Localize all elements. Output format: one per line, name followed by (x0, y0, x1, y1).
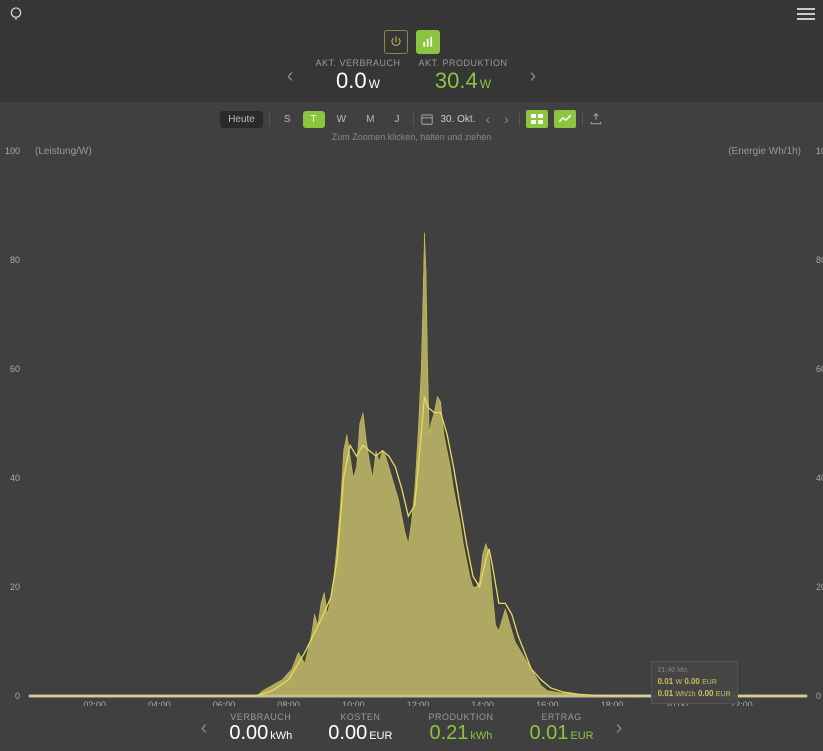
footer-stats: ‹ VERBRAUCH0.00kWh KOSTEN0.00EUR PRODUKTIO… (0, 706, 823, 751)
mode-row (0, 28, 823, 56)
date-next-button[interactable]: › (500, 111, 513, 127)
range-s-button[interactable]: S (276, 111, 299, 128)
svg-text:(Leistung/W): (Leistung/W) (35, 146, 92, 157)
chart-type-button[interactable] (554, 110, 576, 128)
svg-text:12:00: 12:00 (407, 700, 430, 706)
svg-text:02:00: 02:00 (83, 700, 106, 706)
logo-icon (8, 6, 24, 22)
range-t-button[interactable]: T (303, 111, 325, 128)
svg-text:80: 80 (816, 255, 823, 265)
stats-bar: ‹ AKT. VERBRAUCH 0.0W AKT. PRODUKTION 30… (0, 56, 823, 102)
svg-text:20:00: 20:00 (665, 700, 688, 706)
date-prev-button[interactable]: ‹ (481, 111, 494, 127)
power-icon (389, 35, 403, 49)
svg-text:0: 0 (15, 691, 20, 701)
svg-text:80: 80 (10, 255, 20, 265)
grid-icon (531, 114, 543, 124)
svg-text:40: 40 (10, 473, 20, 483)
chart-svg: 0 0 20 20 40 40 60 60 80 80 100 100 (Leistung/W) (Ene… (0, 146, 823, 706)
export-icon[interactable] (589, 112, 603, 126)
range-w-button[interactable]: W (329, 111, 354, 128)
power-mode-button[interactable] (384, 30, 408, 54)
separator (519, 112, 520, 126)
production-value: 30.4 (435, 68, 478, 93)
separator (413, 112, 414, 126)
svg-text:100: 100 (5, 146, 20, 156)
consumption-label: AKT. VERBRAUCH (315, 58, 400, 68)
chart-mode-button[interactable] (416, 30, 440, 54)
consumption-value: 0.0 (336, 68, 367, 93)
production-unit: W (480, 77, 491, 91)
svg-text:60: 60 (816, 364, 823, 374)
zoom-hint: Zum Zoomen klicken, halten und ziehen (0, 130, 823, 146)
production-stat: AKT. PRODUKTION 30.4W (419, 58, 508, 94)
menu-icon[interactable] (797, 5, 815, 23)
footer-ertrag: ERTRAG0.01EUR (529, 712, 593, 745)
svg-text:20: 20 (10, 582, 20, 592)
footer-next-button[interactable]: › (612, 717, 627, 740)
footer-prev-button[interactable]: ‹ (197, 717, 212, 740)
svg-text:06:00: 06:00 (213, 700, 236, 706)
date-label: 30. Okt. (440, 114, 475, 125)
svg-text:18:00: 18:00 (601, 700, 624, 706)
production-label: AKT. PRODUKTION (419, 58, 508, 68)
svg-text:10:00: 10:00 (342, 700, 365, 706)
svg-text:0: 0 (816, 691, 821, 701)
svg-text:60: 60 (10, 364, 20, 374)
svg-text:100: 100 (816, 146, 823, 156)
controls-bar: Heute STWMJ 30. Okt. ‹ › (0, 102, 823, 130)
separator (582, 112, 583, 126)
svg-text:(Energie Wh/1h): (Energie Wh/1h) (728, 146, 801, 157)
svg-text:20: 20 (816, 582, 823, 592)
range-buttons: STWMJ (276, 111, 408, 128)
footer-produktion: PRODUKTION0.21kWh (428, 712, 493, 745)
svg-text:16:00: 16:00 (536, 700, 559, 706)
svg-text:40: 40 (816, 473, 823, 483)
today-button[interactable]: Heute (220, 111, 263, 128)
svg-text:22:00: 22:00 (730, 700, 753, 706)
svg-text:08:00: 08:00 (277, 700, 300, 706)
top-bar (0, 0, 823, 28)
svg-text:14:00: 14:00 (471, 700, 494, 706)
svg-text:04:00: 04:00 (148, 700, 171, 706)
stats-next-button[interactable]: › (526, 65, 541, 88)
chart-icon (421, 35, 435, 49)
line-icon (559, 114, 571, 124)
stats-prev-button[interactable]: ‹ (283, 65, 298, 88)
layout-button[interactable] (526, 110, 548, 128)
range-j-button[interactable]: J (386, 111, 407, 128)
footer-verbrauch: VERBRAUCH0.00kWh (229, 712, 292, 745)
consumption-stat: AKT. VERBRAUCH 0.0W (315, 58, 400, 94)
footer-kosten: KOSTEN0.00EUR (328, 712, 392, 745)
consumption-unit: W (369, 77, 380, 91)
range-m-button[interactable]: M (358, 111, 382, 128)
separator (269, 112, 270, 126)
chart-area[interactable]: 0 0 20 20 40 40 60 60 80 80 100 100 (Leistung/W) (Ene… (0, 146, 823, 706)
calendar-icon[interactable] (420, 112, 434, 126)
